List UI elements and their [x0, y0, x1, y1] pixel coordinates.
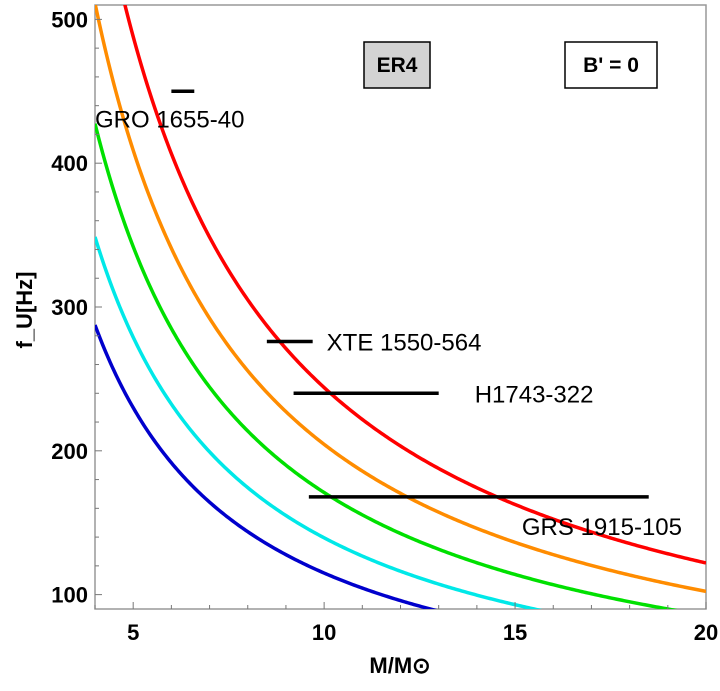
y-tick-label: 300 — [51, 295, 88, 320]
series-curve-0 — [123, 5, 706, 565]
badge-er4-label: ER4 — [377, 54, 418, 77]
x-tick-label: 10 — [312, 620, 336, 645]
series-curve-2 — [95, 123, 678, 609]
y-axis-title: f_U[Hz] — [12, 272, 37, 349]
y-tick-label: 500 — [51, 7, 88, 32]
series-curve-4 — [95, 324, 438, 609]
source-label-1: XTE 1550-564 — [327, 330, 482, 357]
series-curve-1 — [95, 5, 706, 594]
x-axis-ticks: 5 10 15 20 — [94, 602, 718, 645]
y-tick-label: 400 — [51, 151, 88, 176]
y-tick-label: 100 — [51, 583, 88, 608]
source-label-3: GRS 1915-105 — [522, 514, 682, 541]
x-tick-label: 15 — [503, 620, 527, 645]
source-label-2: H1743-322 — [475, 381, 594, 408]
series-curve-3 — [95, 236, 543, 609]
x-axis-title: M/M⊙ — [369, 653, 430, 678]
y-tick-label: 200 — [51, 439, 88, 464]
badge-bprime: B' = 0 — [564, 41, 658, 89]
source-label-0: GRO 1655-40 — [95, 106, 244, 133]
x-tick-label: 5 — [127, 620, 139, 645]
curves-layer — [95, 5, 706, 609]
x-tick-label: 20 — [694, 620, 718, 645]
y-axis-ticks: 100 200 300 400 500 — [51, 7, 102, 608]
badge-er4: ER4 — [363, 41, 431, 89]
sources-layer: GRO 1655-40 XTE 1550-564 H1743-322 GRS 1915… — [95, 89, 682, 541]
badge-bprime-label: B' = 0 — [583, 54, 639, 77]
